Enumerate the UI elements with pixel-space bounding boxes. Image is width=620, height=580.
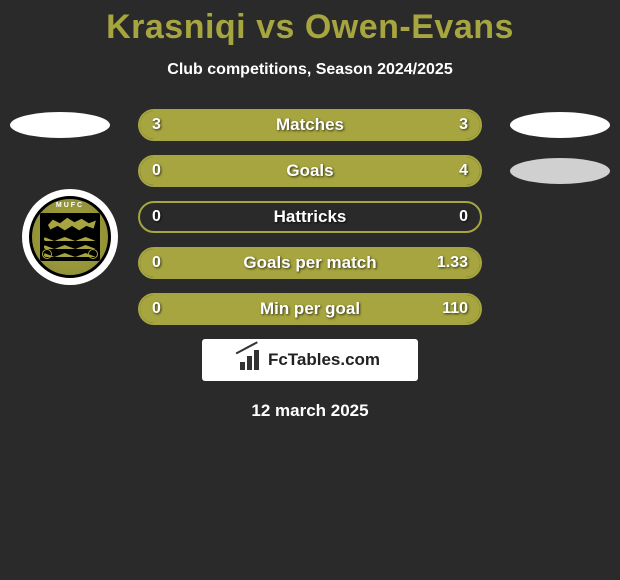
- ball-right-icon: [88, 249, 98, 259]
- ball-left-icon: [42, 249, 52, 259]
- subtitle: Club competitions, Season 2024/2025: [0, 61, 620, 79]
- stat-row: 0Goals per match1.33: [138, 247, 482, 279]
- badge-shield: [40, 213, 100, 261]
- content-area: MUFC 3Matches30Goals40Hattricks00Goals p…: [0, 109, 620, 421]
- stat-label: Matches: [140, 111, 480, 139]
- brand-logo[interactable]: FcTables.com: [202, 339, 418, 381]
- lion-icon: [48, 216, 96, 234]
- stat-row: 0Goals4: [138, 155, 482, 187]
- player-right-placeholder-2: [510, 158, 610, 184]
- brand-text: FcTables.com: [268, 350, 380, 370]
- stats-container: 3Matches30Goals40Hattricks00Goals per ma…: [138, 109, 482, 325]
- stat-label: Goals per match: [140, 249, 480, 277]
- stat-right-value: 3: [459, 111, 468, 139]
- club-badge: MUFC: [22, 189, 118, 285]
- chart-icon: [240, 350, 262, 370]
- page-title: Krasniqi vs Owen-Evans: [0, 0, 620, 47]
- player-left-placeholder: [10, 112, 110, 138]
- stat-label: Goals: [140, 157, 480, 185]
- stat-label: Hattricks: [140, 203, 480, 231]
- player-right-placeholder-1: [510, 112, 610, 138]
- stat-right-value: 110: [442, 295, 468, 323]
- stat-right-value: 1.33: [437, 249, 468, 277]
- stat-right-value: 0: [459, 203, 468, 231]
- stat-row: 0Min per goal110: [138, 293, 482, 325]
- stat-right-value: 4: [459, 157, 468, 185]
- club-badge-inner: MUFC: [29, 196, 111, 278]
- stat-label: Min per goal: [140, 295, 480, 323]
- date-label: 12 march 2025: [0, 401, 620, 421]
- badge-text-top: MUFC: [32, 202, 108, 209]
- stat-row: 3Matches3: [138, 109, 482, 141]
- stat-row: 0Hattricks0: [138, 201, 482, 233]
